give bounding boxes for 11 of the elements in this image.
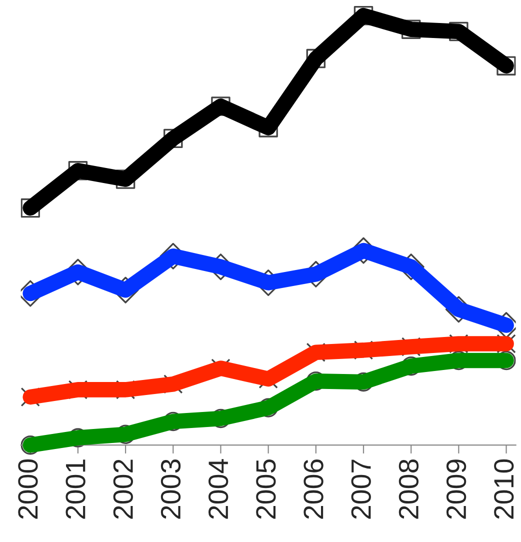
x-tick-label: 2000: [18, 459, 38, 519]
x-tick-label: 2009: [446, 460, 466, 519]
x-tick-label: 2006: [304, 460, 324, 519]
x-tick-label: 2004: [208, 459, 228, 519]
x-tick-label: 2003: [160, 460, 181, 519]
x-tick-label: 2001: [66, 460, 86, 519]
x-tick-label: 2005: [256, 459, 276, 519]
x-tick-label: 2002: [113, 460, 133, 519]
x-tick-label: 2007: [351, 460, 371, 519]
x-tick-label: 2010: [494, 459, 514, 519]
x-tick-label: 2008: [398, 460, 419, 519]
